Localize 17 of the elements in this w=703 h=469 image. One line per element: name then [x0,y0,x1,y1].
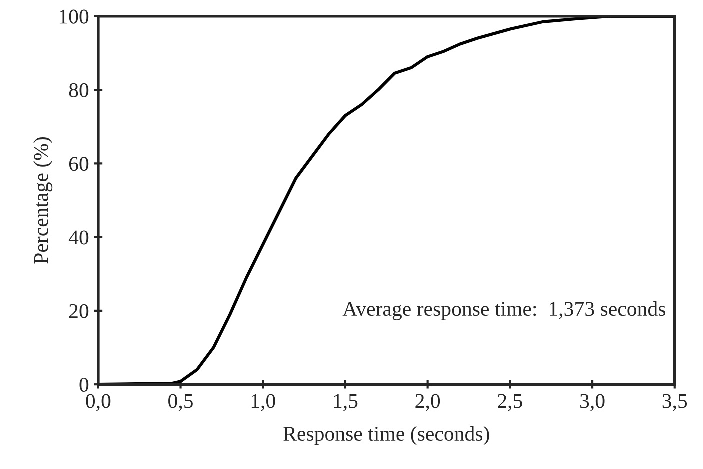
x-tick-label: 3,0 [580,394,605,412]
y-tick-label: 60 [69,157,89,172]
x-tick-label: 3,5 [662,394,688,412]
x-tick-label: 1,5 [334,394,358,412]
x-tick-label: 0,5 [168,394,193,412]
x-tick-label: 2,5 [498,394,522,412]
y-axis-title: Percentage (%) [34,138,53,264]
x-axis-title: Response time (seconds) [284,426,490,446]
y-tick-label: 40 [68,230,89,245]
x-tick-label: 1,0 [252,394,276,412]
x-tick-label: 0,0 [86,394,111,412]
y-tick-label: 100 [60,10,89,24]
annotation: Average response time: 1,373 seconds [342,301,666,320]
y-tick-label: 80 [69,83,89,98]
y-tick-label: 20 [69,304,89,318]
x-tick-label: 2,0 [416,394,440,412]
y-tick-label: 0 [80,378,89,392]
